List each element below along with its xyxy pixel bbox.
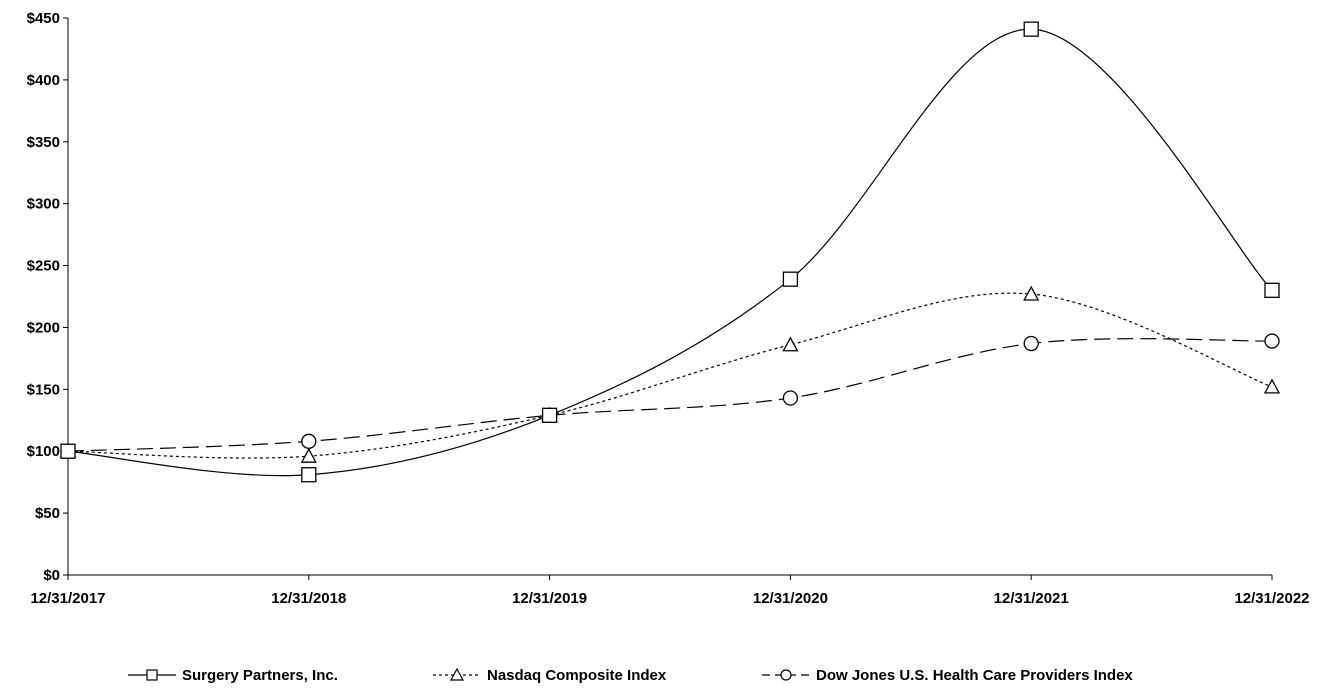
legend-marker-square xyxy=(146,669,158,681)
y-tick-label: $350 xyxy=(27,134,60,151)
legend-marker-triangle xyxy=(449,667,465,681)
series-circle-group xyxy=(60,333,1280,459)
data-point-circle xyxy=(1264,333,1280,349)
legend-marker-circle xyxy=(780,669,792,681)
data-point-circle xyxy=(782,390,799,406)
series-line xyxy=(67,28,1273,477)
y-tick-label: $250 xyxy=(27,258,60,275)
x-axis: 12/31/2017 12/31/2018 12/31/2019 12/31/2020… xyxy=(30,574,1310,607)
legend-label: Surgery Partners, Inc. xyxy=(182,667,338,684)
y-tick-label: $400 xyxy=(27,72,60,89)
y-tick-label: $300 xyxy=(27,196,60,213)
legend-entry: Nasdaq Composite Index xyxy=(433,667,667,684)
y-tick-label: $0 xyxy=(43,567,60,584)
data-point-triangle xyxy=(782,336,799,352)
x-tick-label: 12/31/2022 xyxy=(1234,590,1309,607)
series-line xyxy=(67,292,1273,459)
legend: Surgery Partners, Inc. Nasdaq Composite I… xyxy=(128,667,1133,684)
x-tick-label: 12/31/2021 xyxy=(994,590,1069,607)
data-point-square xyxy=(301,467,317,483)
series-square-group xyxy=(60,21,1280,483)
data-point-circle xyxy=(1023,335,1039,352)
x-tick-label: 12/31/2020 xyxy=(753,590,828,607)
data-point-circle xyxy=(301,433,317,449)
data-point-triangle xyxy=(1263,378,1281,394)
series-triangle-group xyxy=(59,285,1281,463)
series-layer xyxy=(59,21,1281,483)
data-point-square xyxy=(1023,21,1039,37)
y-tick-label: $150 xyxy=(27,381,60,398)
x-tick-label: 12/31/2017 xyxy=(30,590,105,607)
data-point-triangle xyxy=(300,447,317,463)
y-tick-label: $100 xyxy=(27,443,60,460)
data-point-square xyxy=(60,443,76,459)
data-point-square xyxy=(782,271,799,287)
x-tick-label: 12/31/2018 xyxy=(271,590,346,607)
series-line xyxy=(67,338,1273,452)
y-tick-label: $50 xyxy=(35,505,60,522)
y-tick-label: $200 xyxy=(27,319,60,336)
legend-entry: Dow Jones U.S. Health Care Providers Ind… xyxy=(762,667,1133,684)
y-axis: $0 $50 $100 $150 $200 $250 $300 $350 $400 $450 xyxy=(27,10,69,584)
x-tick-label: 12/31/2019 xyxy=(512,590,587,607)
data-point-square xyxy=(1264,282,1280,298)
data-point-square xyxy=(541,407,558,423)
legend-label: Dow Jones U.S. Health Care Providers Ind… xyxy=(816,667,1133,684)
data-point-triangle xyxy=(1023,285,1040,301)
y-tick-label: $450 xyxy=(27,10,60,27)
legend-label: Nasdaq Composite Index xyxy=(487,667,667,684)
legend-entry: Surgery Partners, Inc. xyxy=(128,667,338,684)
